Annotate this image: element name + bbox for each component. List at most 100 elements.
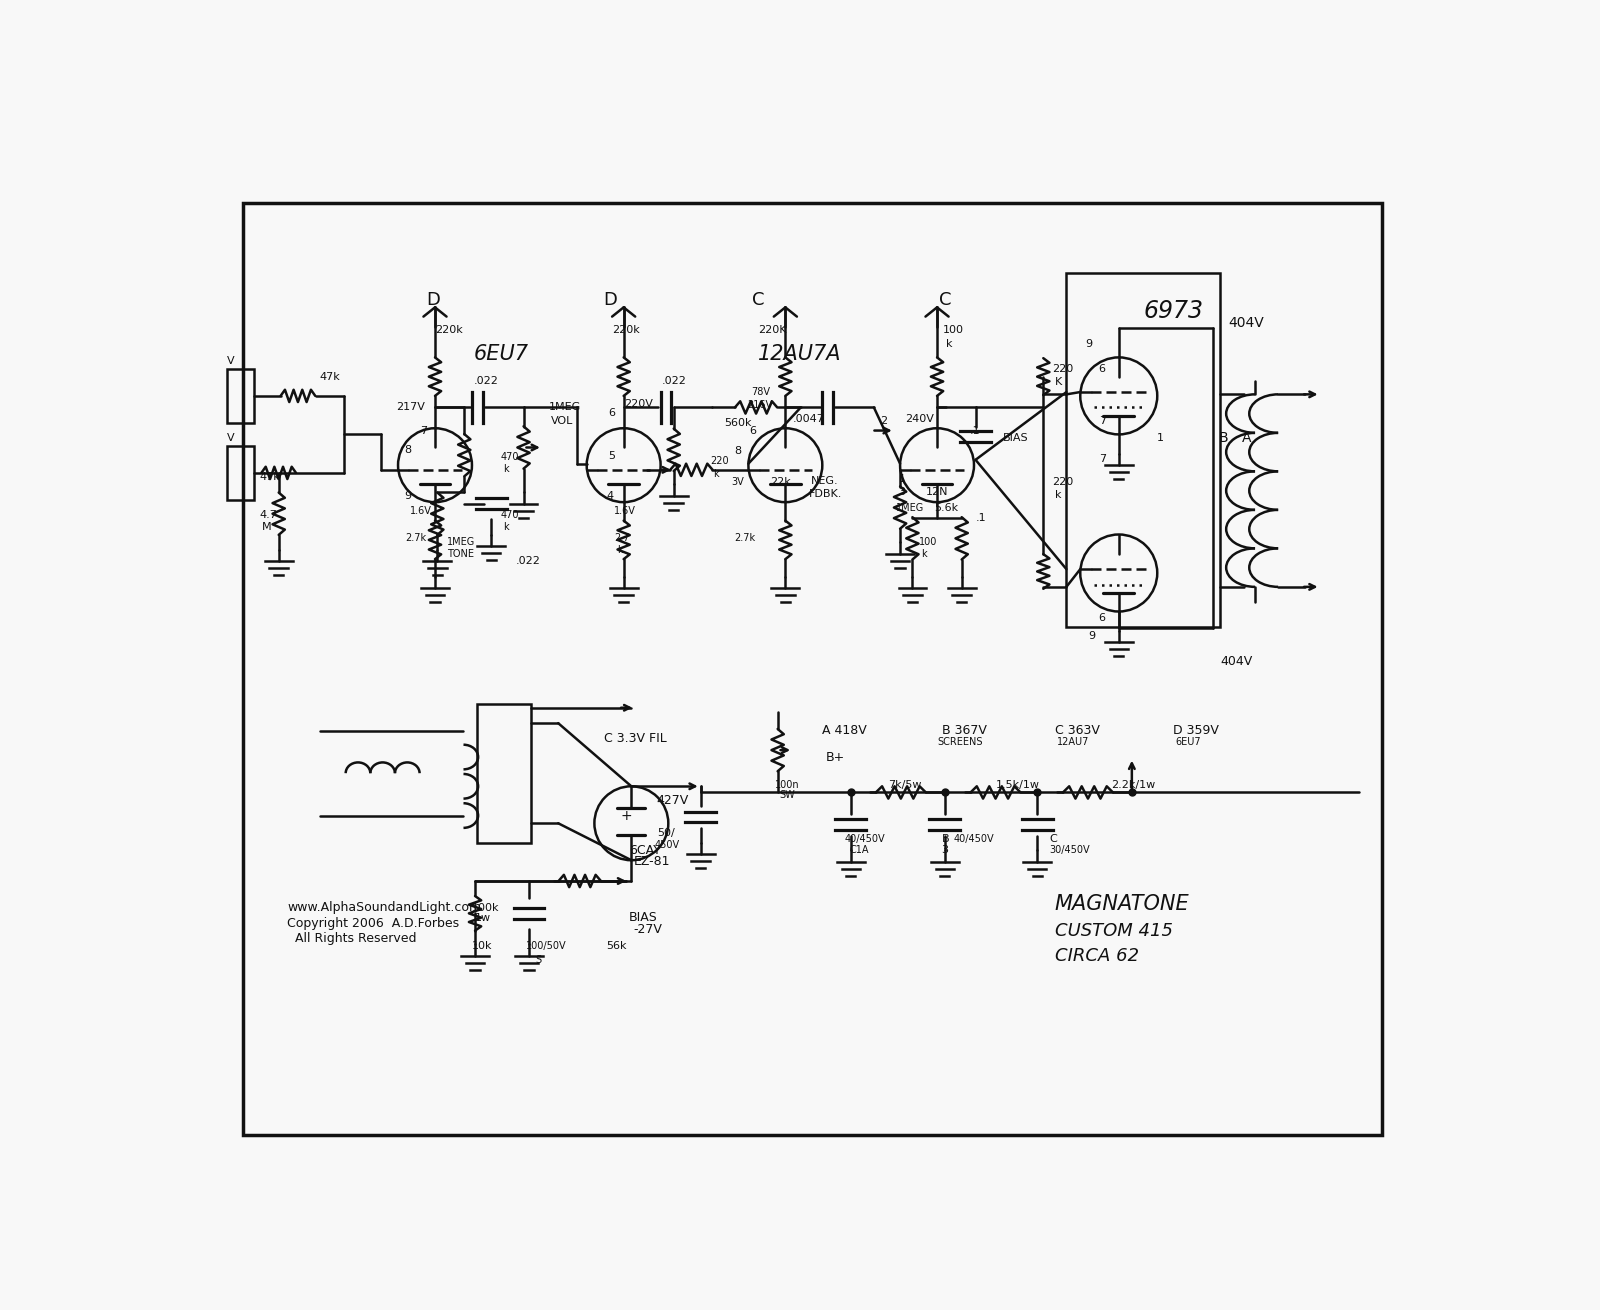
Text: D: D — [603, 291, 616, 309]
Text: C1A: C1A — [850, 845, 869, 855]
Text: 450V: 450V — [654, 840, 680, 850]
Text: 7k/5w: 7k/5w — [888, 779, 922, 790]
Text: 1: 1 — [1157, 434, 1165, 443]
Text: .0047: .0047 — [794, 414, 826, 424]
Text: k: k — [502, 521, 509, 532]
Text: www.AlphaSoundandLight.com: www.AlphaSoundandLight.com — [286, 901, 482, 914]
Text: 3V: 3V — [731, 477, 744, 487]
Text: 3: 3 — [942, 845, 949, 855]
Text: B 367V: B 367V — [942, 724, 987, 738]
Text: 220k: 220k — [435, 325, 462, 335]
Text: 404V: 404V — [1229, 316, 1264, 330]
Text: FDBK.: FDBK. — [808, 489, 842, 499]
Text: 220: 220 — [710, 456, 730, 466]
Text: 560k: 560k — [723, 418, 752, 428]
Text: k: k — [1054, 490, 1061, 500]
Text: -27V: -27V — [634, 924, 662, 937]
Text: C: C — [939, 291, 952, 309]
Text: 4.7: 4.7 — [259, 511, 277, 520]
Text: +: + — [621, 808, 632, 823]
Text: CUSTOM 415: CUSTOM 415 — [1054, 922, 1173, 941]
Text: 427V: 427V — [656, 794, 690, 807]
Text: S: S — [536, 955, 542, 964]
Text: 78V: 78V — [750, 386, 770, 397]
Text: .022: .022 — [662, 376, 686, 385]
Text: VOL: VOL — [550, 415, 573, 426]
Text: A: A — [1242, 431, 1251, 445]
Text: k: k — [502, 464, 509, 474]
Text: 1w: 1w — [475, 913, 491, 924]
Text: 6: 6 — [749, 426, 757, 435]
Text: 9: 9 — [1086, 338, 1093, 348]
Text: SCREENS: SCREENS — [938, 738, 982, 748]
Text: 7: 7 — [419, 426, 427, 435]
Text: 7: 7 — [1099, 455, 1106, 464]
Text: 2: 2 — [880, 415, 886, 426]
Text: 8: 8 — [405, 445, 411, 455]
Text: k: k — [714, 469, 718, 479]
Text: 470: 470 — [501, 511, 518, 520]
Text: 240V: 240V — [904, 414, 933, 424]
Text: BIAS: BIAS — [629, 912, 658, 925]
Text: 470: 470 — [501, 452, 518, 462]
Text: 100/50V: 100/50V — [526, 942, 566, 951]
Text: C: C — [1050, 833, 1058, 844]
Text: 12AU7: 12AU7 — [1058, 738, 1090, 748]
Text: 220V: 220V — [624, 398, 653, 409]
Bar — [1067, 272, 1221, 627]
Text: V: V — [227, 355, 235, 365]
Text: 56k: 56k — [606, 942, 627, 951]
Text: C: C — [752, 291, 765, 309]
Text: 12AU7A: 12AU7A — [758, 343, 842, 364]
Text: 4: 4 — [606, 491, 614, 500]
Text: 404V: 404V — [1221, 655, 1253, 668]
Text: 100k: 100k — [472, 903, 499, 913]
Text: 9: 9 — [405, 491, 411, 500]
Text: 2.7k: 2.7k — [734, 533, 755, 544]
Text: 1MEG: 1MEG — [446, 537, 475, 548]
Text: B+: B+ — [826, 752, 845, 764]
Text: 3: 3 — [899, 487, 906, 498]
Text: 12N: 12N — [926, 487, 949, 498]
Text: MAGNATONE: MAGNATONE — [1054, 895, 1189, 914]
Text: 6: 6 — [608, 407, 616, 418]
Text: EZ-81: EZ-81 — [634, 855, 670, 869]
Bar — [227, 445, 254, 500]
Text: k: k — [946, 338, 952, 348]
Text: 7: 7 — [1099, 415, 1106, 426]
Text: D 359V: D 359V — [1173, 724, 1219, 738]
Text: 100: 100 — [944, 325, 965, 335]
Text: 47k: 47k — [320, 372, 341, 381]
Text: 6EU7: 6EU7 — [474, 343, 528, 364]
Text: 9: 9 — [1088, 631, 1094, 641]
Text: B: B — [1219, 431, 1229, 445]
Text: 217V: 217V — [397, 402, 426, 413]
Text: 6CAY: 6CAY — [629, 844, 661, 857]
Text: .022: .022 — [515, 557, 541, 566]
Text: 216V: 216V — [747, 400, 773, 410]
Text: 100: 100 — [918, 537, 938, 548]
Text: Copyright 2006  A.D.Forbes: Copyright 2006 A.D.Forbes — [286, 917, 459, 930]
Text: V: V — [227, 432, 235, 443]
Text: 2.7: 2.7 — [614, 533, 630, 544]
Text: K: K — [1054, 377, 1062, 386]
Text: .1: .1 — [976, 512, 986, 523]
Text: All Rights Reserved: All Rights Reserved — [294, 933, 416, 946]
Text: 5.6k: 5.6k — [934, 503, 958, 512]
Text: .022: .022 — [474, 376, 498, 385]
Text: SW: SW — [779, 790, 795, 800]
Text: 10k: 10k — [472, 942, 493, 951]
Text: D: D — [426, 291, 440, 309]
Text: 100n: 100n — [776, 779, 800, 790]
Text: 6: 6 — [1099, 364, 1106, 373]
Text: 8: 8 — [734, 447, 741, 456]
Text: 1MEG: 1MEG — [549, 402, 581, 413]
Text: CIRCA 62: CIRCA 62 — [1054, 947, 1139, 965]
Text: k: k — [922, 549, 926, 559]
Text: 220K: 220K — [758, 325, 787, 335]
Text: 30/450V: 30/450V — [1050, 845, 1090, 855]
Text: 40/450V: 40/450V — [845, 833, 885, 844]
Text: 220: 220 — [1053, 364, 1074, 373]
Text: C 3.3V FIL: C 3.3V FIL — [605, 732, 667, 745]
Text: 6EU7: 6EU7 — [1176, 738, 1202, 748]
